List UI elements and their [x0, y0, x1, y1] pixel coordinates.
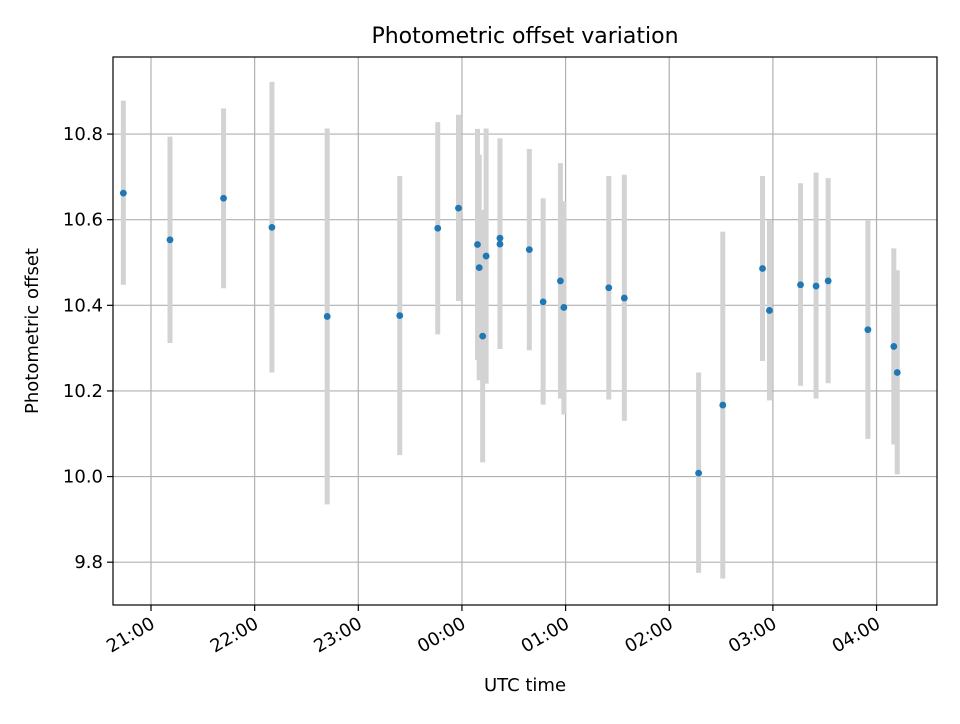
data-point	[890, 343, 898, 350]
data-point	[605, 284, 613, 292]
data-point	[539, 298, 547, 306]
data-point	[719, 401, 727, 409]
y-tick-label: 9.8	[74, 552, 103, 573]
data-point	[812, 282, 820, 290]
y-tick-label: 10.2	[63, 381, 103, 402]
data-point	[557, 277, 564, 285]
chart-title: Photometric offset variation	[371, 24, 678, 49]
grid-lines	[113, 57, 937, 605]
data-point	[268, 223, 276, 231]
data-point	[620, 294, 628, 302]
data-point	[479, 332, 487, 340]
y-axis-ticks: 9.8 10.0 10.2 10.4 10.6 10.8	[63, 124, 113, 573]
data-point	[434, 224, 442, 232]
data-point	[893, 369, 901, 376]
y-tick-label: 10.4	[63, 295, 103, 316]
data-point	[864, 326, 872, 334]
x-axis-label: UTC time	[484, 675, 566, 696]
data-point	[496, 240, 504, 248]
data-point	[323, 313, 331, 320]
data-point	[166, 236, 174, 244]
data-markers	[119, 189, 901, 477]
data-point	[759, 265, 766, 272]
y-tick-label: 10.6	[63, 210, 103, 231]
data-point	[695, 469, 703, 477]
data-point	[766, 307, 773, 314]
y-axis-label: Photometric offset	[22, 248, 43, 414]
data-point	[455, 204, 462, 212]
data-point	[482, 252, 490, 260]
data-point	[119, 189, 127, 197]
y-tick-label: 10.8	[63, 124, 103, 145]
data-point	[797, 281, 804, 289]
data-point	[396, 312, 404, 319]
data-point	[560, 304, 568, 311]
data-point	[475, 264, 483, 272]
data-point	[220, 194, 227, 202]
data-point	[824, 277, 832, 285]
data-point	[525, 246, 533, 254]
data-point	[474, 241, 481, 248]
y-tick-label: 10.0	[63, 467, 103, 488]
data-point	[496, 234, 504, 242]
plot-frame	[112, 56, 938, 606]
